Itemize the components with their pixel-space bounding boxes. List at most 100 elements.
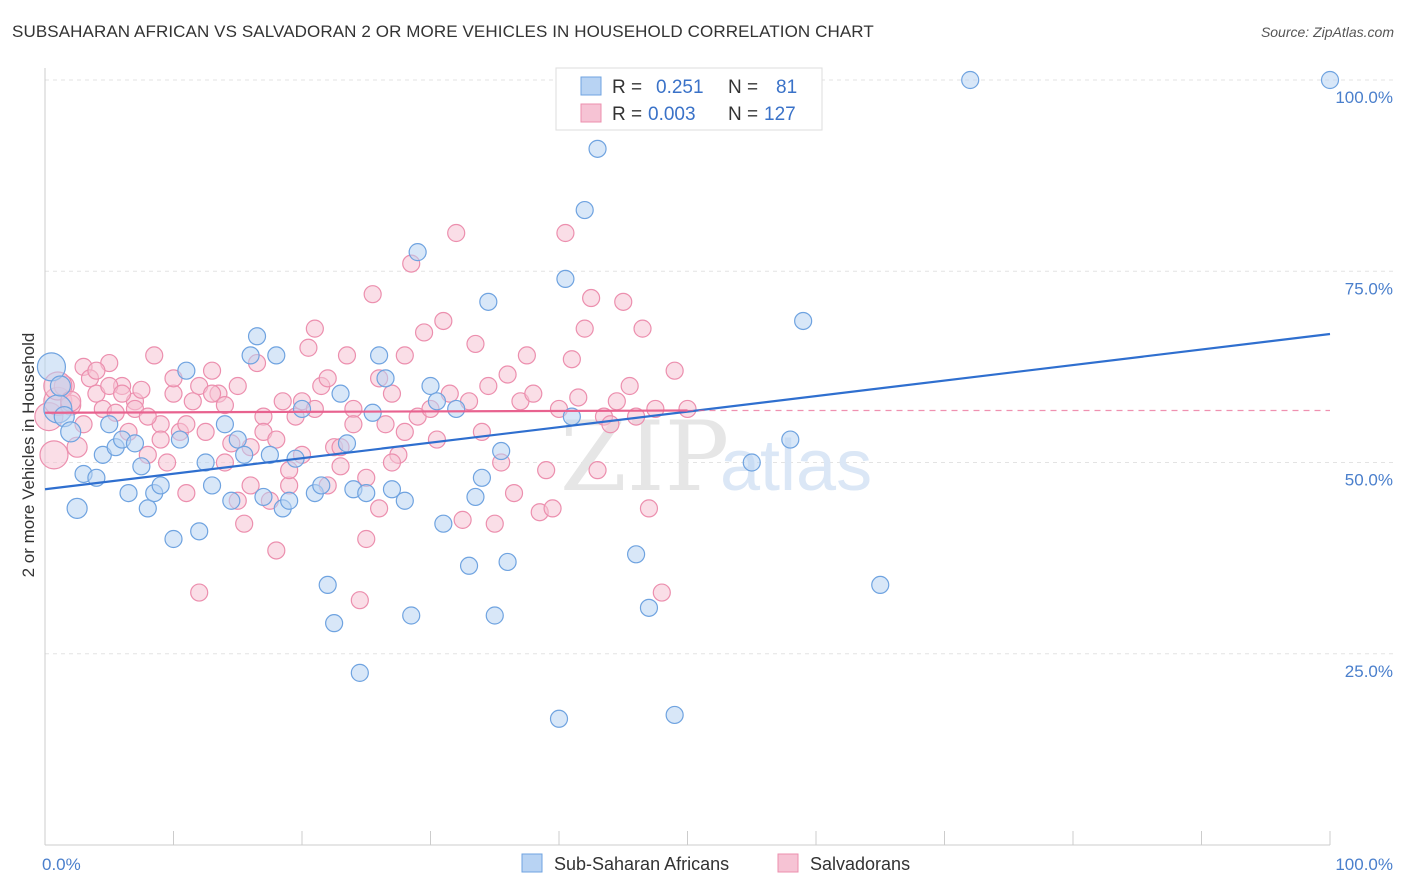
data-point [151,430,170,449]
data-point [318,369,337,388]
legend-pink-n-value: 127 [764,104,796,125]
x-tick-label-max: 100.0% [1335,855,1393,874]
data-point [370,499,389,518]
data-point [575,200,594,220]
data-point [582,288,601,308]
subsaharan-points [36,70,1340,728]
data-point [87,361,106,380]
data-point [395,346,414,365]
data-point [588,139,607,158]
data-point [562,350,581,369]
data-point [479,292,498,311]
data-point [183,392,202,411]
data-point [395,422,414,441]
chart-title: SUBSAHARAN AFRICAN VS SALVADORAN 2 OR MO… [12,22,874,41]
data-point [202,384,222,403]
data-point [357,484,376,503]
data-point [459,556,479,575]
data-point [370,346,389,365]
data-point [164,384,183,403]
data-point [292,399,312,419]
data-point [280,476,299,495]
data-point [112,384,132,403]
data-point [247,327,267,346]
data-point [537,461,556,480]
data-point [190,583,209,602]
data-point [202,476,222,495]
data-point [344,399,363,419]
data-point [337,346,357,365]
data-point [138,499,157,518]
legend-blue-n-value: 81 [776,77,797,98]
data-point [260,445,279,464]
data-point [132,380,151,399]
data-point [254,407,273,426]
data-point [678,399,697,419]
y-tick-labels: 25.0% 50.0% 75.0% 100.0% [1335,88,1393,681]
data-point [466,334,485,354]
y-tick-label: 25.0% [1345,662,1393,681]
data-point [273,392,292,411]
data-point [202,361,222,380]
data-point [376,369,395,388]
data-point [485,606,504,625]
data-point [350,591,369,610]
data-point [472,468,491,487]
data-point [665,705,684,725]
data-point [267,346,286,365]
data-point [620,376,639,396]
data-point [145,346,164,365]
data-point [524,384,543,403]
data-point [177,361,196,380]
data-point [742,453,761,472]
data-point [492,441,511,461]
data-point [357,529,376,549]
data-point [639,499,659,518]
grid-lines [45,79,1395,655]
data-point [427,430,447,449]
data-point [434,311,453,331]
data-point [382,453,402,472]
data-point [190,522,209,541]
bottom-legend-blue-swatch [521,853,543,873]
data-point [781,430,800,449]
data-point [235,445,254,464]
x-tick-labels: 0.0% 100.0% [42,855,1393,874]
data-point [305,319,324,338]
data-point [453,510,472,529]
data-point [402,606,421,625]
data-point [646,399,665,419]
legend-blue-r-label: R = [612,77,642,98]
data-point [228,376,247,396]
legend-pink-swatch [580,103,602,123]
data-point [588,461,607,480]
y-axis-label: 2 or more Vehicles in Household [19,333,38,578]
data-point [119,484,138,503]
trend-line-subsaharan [44,332,1331,491]
data-point [318,575,337,595]
data-point [325,614,344,633]
trend-line-salvadoran [44,409,688,414]
data-point [196,422,215,441]
data-point [100,415,119,434]
data-point [549,709,569,728]
bottom-legend: Sub-Saharan Africans Salvadorans [521,853,910,874]
data-point [639,598,659,617]
data-point [479,376,498,396]
legend-blue-r-value: 0.251 [656,77,704,98]
data-point [331,384,350,403]
data-point [556,223,575,243]
data-point [447,223,466,243]
data-point [177,415,196,434]
legend-pink-r-label: R = [612,104,642,125]
legend-blue-swatch [580,76,602,96]
data-point [138,407,157,426]
data-point [49,375,72,397]
data-point [871,575,890,595]
data-point [215,396,234,415]
data-point [254,487,273,507]
data-point [498,365,517,384]
data-point [633,319,652,338]
bottom-legend-blue-label: Sub-Saharan Africans [554,854,729,874]
data-point [125,434,145,453]
